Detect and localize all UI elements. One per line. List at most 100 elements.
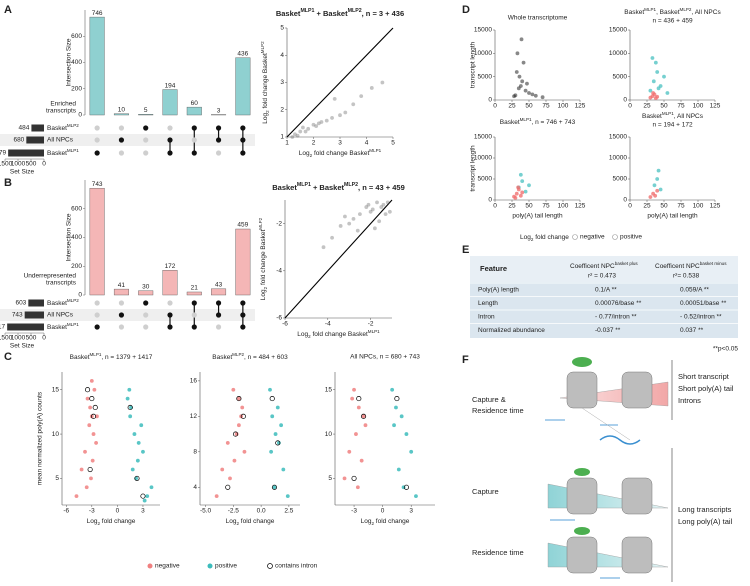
point [273, 432, 278, 436]
matrix-dot [167, 137, 173, 143]
point [651, 79, 656, 84]
y-tick-label: 10000 [474, 50, 492, 57]
point [653, 96, 658, 101]
panel-letter: D [462, 4, 470, 16]
x-tick-label: 1 [285, 140, 289, 147]
set-size-label: 1379 [0, 150, 7, 157]
legend-label: negative [155, 563, 180, 570]
diagram-label: Short transcript [678, 372, 730, 381]
text-part: Basket [272, 183, 297, 192]
y-tick-label: -4 [276, 268, 282, 275]
diagram-label: Long transcripts [678, 505, 732, 514]
panel-letter: B [4, 177, 12, 189]
pore [566, 536, 598, 574]
basket [574, 468, 590, 476]
matrix-dot [118, 312, 125, 318]
point [355, 228, 360, 233]
text-part: fold change [239, 518, 275, 525]
matrix-dot [191, 150, 197, 156]
matrix-dot [94, 125, 100, 131]
text-part: Basket [642, 113, 662, 120]
point [285, 494, 290, 499]
bar [186, 291, 202, 296]
y-tick-label: 15000 [609, 134, 627, 141]
x-axis-label: Log2 fold change [226, 518, 275, 526]
matrix-dot [191, 300, 197, 306]
set-tick-label: 1500 [0, 161, 13, 168]
x-tick-label: 0 [116, 508, 120, 515]
point [95, 414, 99, 419]
point [525, 81, 529, 86]
text-part: 2 [371, 521, 374, 526]
point [370, 207, 375, 212]
y-tick-label: 600 [71, 33, 82, 40]
point [347, 449, 352, 454]
table-cell: Length [478, 300, 498, 307]
chart-title: BasketMLP1, n = 1379 + 1417 [70, 352, 153, 361]
y-tick-label: 0 [488, 197, 492, 204]
legend-swatch [612, 234, 618, 240]
matrix-dot [215, 324, 222, 330]
matrix-dot [167, 125, 173, 131]
point [655, 177, 660, 181]
set-name: All NPCs [47, 312, 74, 319]
y-tick-label: 15000 [474, 27, 492, 34]
matrix-dot [191, 125, 197, 131]
matrix-dot [215, 150, 222, 156]
mrna [599, 435, 641, 445]
point [513, 196, 518, 200]
bar [235, 57, 251, 116]
point [271, 484, 277, 490]
diagram-shapes [545, 357, 673, 582]
point [298, 129, 303, 134]
matrix-dot [118, 324, 125, 330]
point [372, 226, 377, 231]
x-tick-label: 2 [312, 140, 316, 147]
x-tick-label: 75 [542, 103, 550, 110]
text-part: + Basket [311, 183, 345, 192]
table-cell: 0.00051/base ** [680, 300, 727, 307]
point [656, 86, 661, 91]
text-part: fold change Basket [260, 230, 267, 287]
point [351, 475, 357, 481]
point [279, 423, 284, 428]
text-part: MLP2 [258, 217, 263, 229]
y-tick-label: 0 [488, 97, 492, 104]
x-axis-label: poly(A) tail length [647, 213, 698, 220]
point [149, 485, 154, 490]
matrix-stripe [0, 134, 255, 146]
matrix-dot [94, 137, 100, 143]
pore [566, 477, 598, 515]
text-part: MLP1 [67, 322, 79, 327]
y-tick-label: 5000 [613, 73, 628, 80]
point [380, 80, 385, 85]
text-part: fold change Basket [312, 150, 369, 157]
y-tick-label: 10000 [609, 50, 627, 57]
point [89, 378, 94, 383]
x-tick-label: 0 [628, 203, 632, 210]
y-tick-label: 0 [623, 97, 627, 104]
bar [162, 89, 178, 116]
x-tick-label: 25 [508, 203, 516, 210]
diagram-label: Capture & [472, 395, 506, 404]
table-cell: 0.059/A ** [680, 287, 709, 294]
panel-letter: A [4, 4, 12, 16]
point [272, 485, 277, 490]
text-part: , All NPCs [691, 9, 721, 16]
bar-label: 41 [118, 282, 126, 289]
x-tick-label: 75 [677, 203, 685, 210]
text-part: basket minus [700, 261, 728, 266]
y-tick-label: 16 [190, 378, 198, 385]
point [324, 118, 329, 123]
diagram-label: Residence time [472, 548, 524, 557]
matrix-dot [240, 324, 246, 330]
text-part: Log [87, 518, 98, 525]
pore [566, 371, 598, 409]
y-tick-label: 15000 [609, 27, 627, 34]
text-part: + Basket [314, 9, 348, 18]
text-part: Basket [624, 9, 644, 16]
matrix-dot [94, 324, 100, 330]
identity-line [284, 199, 393, 319]
diagram-label: Residence time [472, 406, 524, 415]
text-part: MLP1 [662, 111, 674, 116]
